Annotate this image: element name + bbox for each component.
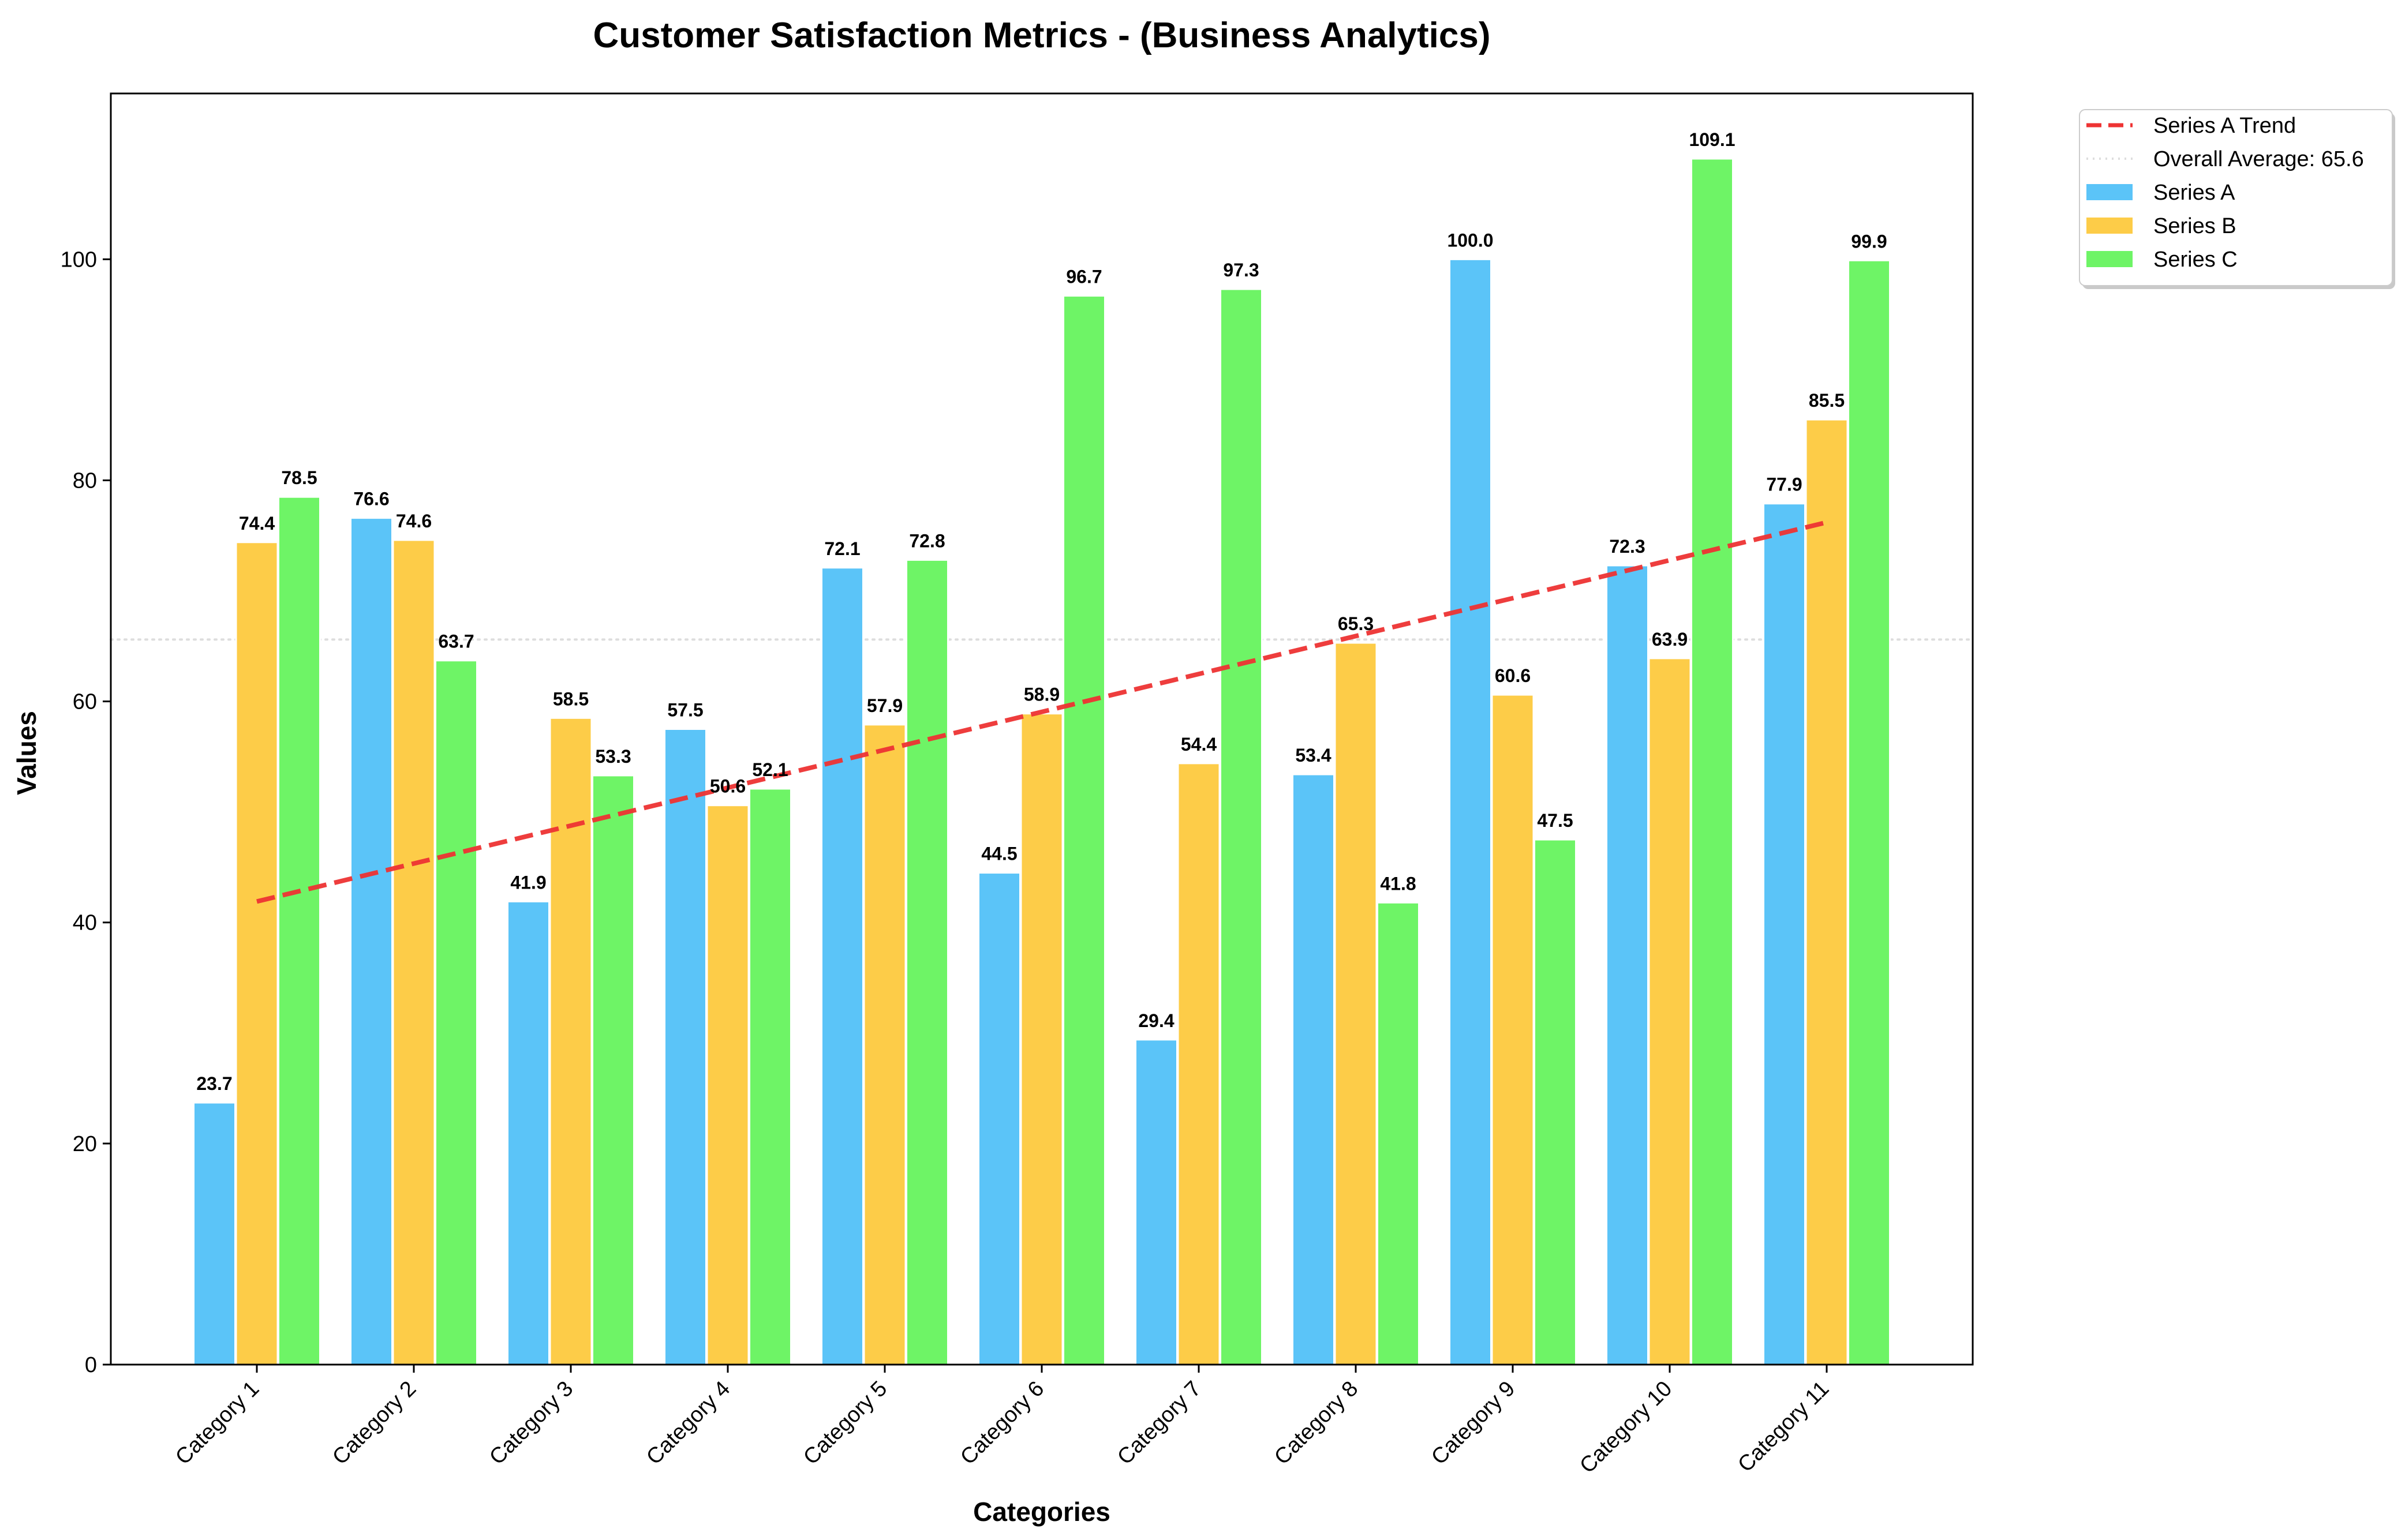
bar-series-b [706,804,750,1366]
bar-series-c [435,660,478,1366]
data-label: 60.6 [1495,665,1531,686]
y-tick-label: 40 [73,911,97,935]
data-label: 58.5 [553,688,589,709]
y-tick-label: 0 [85,1353,97,1377]
bar-series-a [1135,1039,1178,1366]
data-label: 53.3 [595,746,631,767]
data-label: 47.5 [1537,810,1573,831]
bar-series-b [392,539,436,1366]
y-tick-label: 80 [73,469,97,493]
data-label: 78.5 [281,467,317,488]
legend-swatch [2086,251,2133,267]
legend-swatch [2086,218,2133,234]
data-label: 74.6 [396,511,432,531]
legend-entry: Series C [2153,248,2238,272]
data-label: 65.3 [1338,613,1374,634]
data-label: 58.9 [1024,684,1060,705]
legend-entry: Series A [2153,181,2235,205]
bar-series-a [821,567,864,1366]
data-label: 63.9 [1652,629,1688,650]
legend-swatch [2086,184,2133,200]
trend-line [256,520,1827,904]
data-label: 63.7 [438,631,474,652]
bar-series-c [1847,259,1891,1366]
bar-series-c [906,559,949,1366]
data-label: 54.4 [1181,734,1217,755]
data-label: 85.5 [1809,390,1845,411]
data-label: 57.5 [667,700,703,721]
y-axis-label: Values [12,711,42,795]
bar-series-a [507,900,550,1366]
data-label: 23.7 [196,1073,232,1094]
bar-series-c [1690,158,1734,1366]
data-label: 41.8 [1380,873,1416,894]
data-label: 77.9 [1766,474,1802,495]
bar-series-b [1805,418,1849,1366]
data-label: 29.4 [1138,1010,1174,1031]
x-axis-label: Categories [973,1497,1110,1527]
data-label: 52.1 [752,759,788,780]
bar-series-c [592,774,635,1366]
bar-series-a [1292,773,1335,1366]
bar-series-b [1334,642,1378,1366]
chart-title: Customer Satisfaction Metrics - (Busines… [593,16,1491,55]
data-label: 100.0 [1447,230,1493,250]
data-label: 109.1 [1689,129,1735,150]
data-label: 72.3 [1609,536,1645,557]
bar-series-b [863,724,907,1366]
data-label: 96.7 [1066,267,1102,287]
bar-series-b [1648,657,1692,1366]
data-label: 97.3 [1223,260,1259,280]
bar-series-b [1491,694,1535,1366]
bar-series-a [350,517,393,1366]
data-label: 53.4 [1295,745,1331,766]
legend-entry: Series B [2153,214,2236,238]
bar-series-c [1533,838,1577,1366]
y-tick-label: 60 [73,690,97,714]
data-label: 72.1 [824,538,860,559]
legend-entry: Series A Trend [2153,114,2296,138]
bar-series-a [1449,258,1492,1366]
bar-series-c [749,788,792,1366]
y-tick-label: 20 [73,1132,97,1156]
bar-series-c [278,496,321,1366]
data-label: 41.9 [510,872,546,893]
data-label: 50.6 [710,776,746,797]
bar-series-b [549,717,593,1366]
legend-box [2079,109,2393,286]
bar-series-b [1177,762,1221,1366]
bar-series-a [978,872,1021,1366]
bar-series-b [235,541,279,1366]
data-label: 74.4 [239,513,275,534]
bar-series-c [1220,288,1263,1366]
bar-series-c [1063,295,1106,1366]
bar-series-a [193,1101,236,1366]
bar-series-a [1606,564,1649,1366]
bar-series-a [1763,503,1806,1366]
bar-series-b [1020,713,1064,1366]
data-label: 72.8 [909,530,945,551]
data-label: 76.6 [353,489,389,509]
bar-series-a [664,728,707,1366]
legend-entry: Overall Average: 65.6 [2153,147,2364,171]
bar-series-c [1377,901,1420,1366]
data-label: 57.9 [867,695,903,716]
y-tick-label: 100 [61,248,97,272]
legend: Series A Trend Overall Average: 65.6 Serie… [2079,109,2395,289]
data-label: 44.5 [981,844,1017,864]
data-label: 99.9 [1851,231,1887,252]
